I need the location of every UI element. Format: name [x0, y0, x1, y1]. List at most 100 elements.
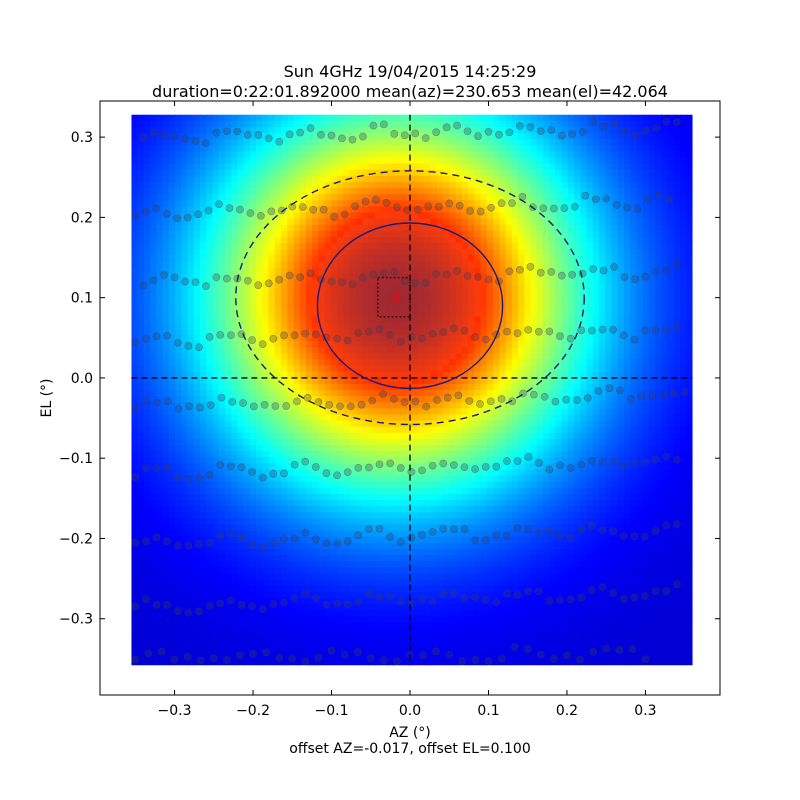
heatmap-cell: [511, 249, 519, 256]
heatmap-cell: [224, 383, 232, 391]
heatmap-cell: [574, 353, 581, 360]
heatmap-cell: [143, 408, 151, 416]
heatmap-cell: [436, 206, 444, 214]
heatmap-cell: [218, 377, 226, 385]
heatmap-cell: [561, 285, 569, 293]
heatmap-cell: [617, 249, 625, 256]
heatmap-cell: [206, 169, 214, 177]
heatmap-cell: [405, 212, 413, 220]
heatmap-cell: [212, 304, 220, 312]
heatmap-cell: [642, 365, 650, 373]
heatmap-cell: [324, 298, 332, 305]
heatmap-cell: [630, 353, 638, 360]
heatmap-cell: [324, 194, 332, 201]
heatmap-cell: [206, 267, 214, 275]
heatmap-cell: [686, 414, 693, 422]
heatmap-cell: [486, 389, 494, 397]
heatmap-cell: [480, 273, 488, 281]
heatmap-cell: [505, 341, 513, 348]
heatmap-cell: [287, 151, 295, 159]
heatmap-cell: [580, 237, 588, 244]
heatmap-cell: [143, 230, 151, 238]
heatmap-cell: [648, 261, 656, 269]
heatmap-cell: [542, 237, 550, 244]
heatmap-cell: [580, 145, 588, 152]
heatmap-cell: [430, 334, 438, 342]
heatmap-cell: [231, 145, 238, 152]
heatmap-cell: [349, 310, 357, 318]
heatmap-cell: [530, 175, 538, 183]
heatmap-cell: [461, 200, 469, 208]
heatmap-cell: [592, 200, 600, 208]
heatmap-cell: [480, 218, 488, 226]
heatmap-cell: [468, 292, 475, 299]
heatmap-cell: [611, 224, 619, 232]
heatmap-cell: [611, 426, 619, 434]
heatmap-cell: [617, 139, 625, 146]
heatmap-cell: [642, 212, 650, 220]
heatmap-cell: [636, 353, 644, 360]
heatmap-cell: [648, 322, 656, 330]
heatmap-cell: [268, 322, 276, 330]
heatmap-cell: [162, 230, 170, 238]
heatmap-cell: [430, 181, 438, 189]
heatmap-cell: [536, 371, 544, 379]
heatmap-cell: [243, 396, 251, 403]
heatmap-cell: [517, 438, 525, 446]
heatmap-cell: [193, 383, 201, 391]
heatmap-cell: [561, 188, 569, 195]
heatmap-cell: [555, 426, 563, 434]
heatmap-cell: [411, 261, 419, 269]
heatmap-cell: [642, 175, 650, 183]
heatmap-cell: [380, 377, 388, 385]
heatmap-cell: [517, 359, 525, 367]
heatmap-cell: [387, 267, 394, 275]
heatmap-cell: [343, 139, 351, 146]
heatmap-cell: [524, 175, 532, 183]
heatmap-cell: [461, 377, 469, 385]
heatmap-cell: [542, 292, 550, 299]
heatmap-cell: [355, 157, 363, 165]
heatmap-cell: [455, 353, 463, 360]
heatmap-cell: [330, 249, 338, 256]
heatmap-cell: [343, 304, 351, 312]
heatmap-cell: [249, 389, 257, 397]
heatmap-cell: [206, 243, 214, 250]
heatmap-cell: [430, 273, 438, 281]
heatmap-cell: [536, 255, 544, 263]
heatmap-cell: [362, 328, 369, 336]
heatmap-cell: [212, 285, 220, 293]
heatmap-cell: [424, 230, 432, 238]
heatmap-cell: [156, 304, 164, 312]
heatmap-cell: [549, 243, 556, 250]
heatmap-cell: [156, 420, 164, 428]
heatmap-cell: [368, 139, 376, 146]
heatmap-cell: [374, 114, 382, 122]
heatmap-cell: [137, 341, 145, 348]
heatmap-cell: [168, 237, 176, 244]
heatmap-cell: [642, 151, 650, 159]
heatmap-cell: [542, 175, 550, 183]
heatmap-cell: [380, 420, 388, 428]
heatmap-cell: [143, 133, 151, 140]
heatmap-cell: [555, 212, 563, 220]
heatmap-cell: [642, 347, 650, 354]
heatmap-cell: [430, 304, 438, 312]
heatmap-cell: [362, 279, 369, 287]
heatmap-cell: [287, 175, 295, 183]
heatmap-cell: [380, 224, 388, 232]
heatmap-cell: [287, 249, 295, 256]
heatmap-cell: [605, 120, 613, 128]
heatmap-cell: [549, 341, 556, 348]
heatmap-cell: [399, 408, 407, 416]
heatmap-cell: [293, 120, 301, 128]
heatmap-cell: [623, 285, 631, 293]
heatmap-cell: [686, 133, 693, 140]
heatmap-cell: [530, 120, 538, 128]
heatmap-cell: [474, 371, 482, 379]
heatmap-cell: [399, 451, 407, 458]
heatmap-cell: [561, 432, 569, 440]
heatmap-cell: [542, 365, 550, 373]
heatmap-cell: [362, 304, 369, 312]
heatmap-cell: [599, 341, 606, 348]
